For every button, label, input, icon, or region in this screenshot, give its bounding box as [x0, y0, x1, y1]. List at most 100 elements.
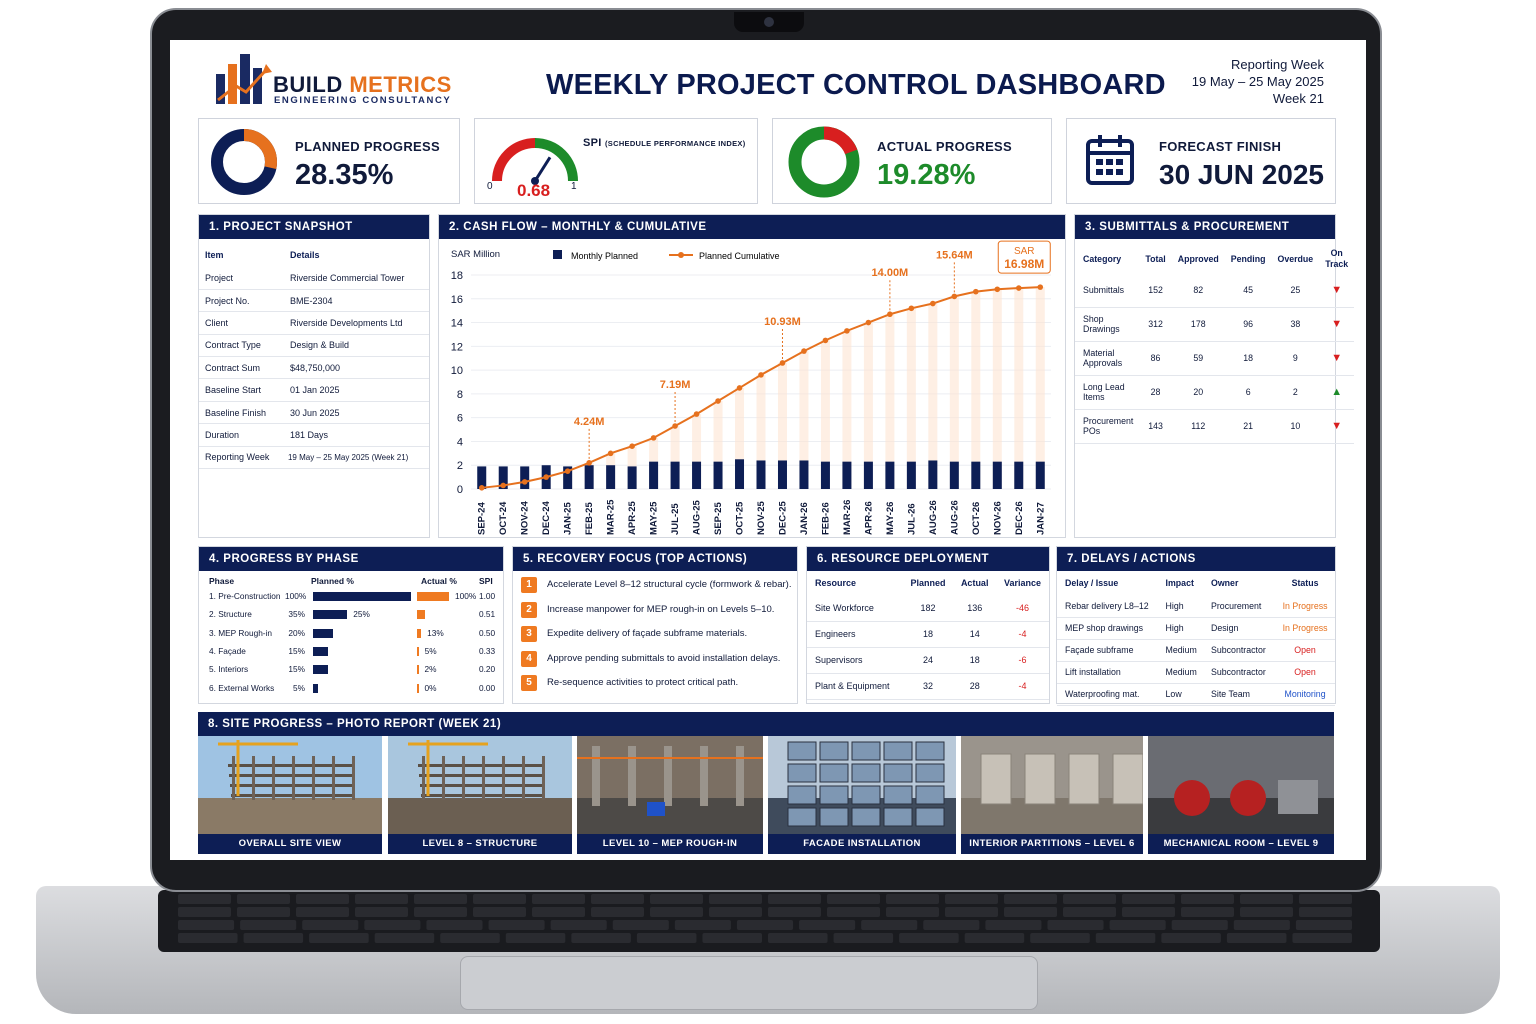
legend-monthly-swatch	[553, 250, 562, 259]
key[interactable]	[178, 907, 231, 917]
key[interactable]	[964, 933, 1025, 943]
key[interactable]	[355, 894, 408, 904]
key[interactable]	[591, 907, 644, 917]
key[interactable]	[650, 907, 703, 917]
key[interactable]	[1240, 894, 1293, 904]
kpi-planned-progress: PLANNED PROGRESS 28.35%	[198, 118, 460, 204]
key[interactable]	[1122, 894, 1175, 904]
key[interactable]	[364, 920, 421, 930]
key[interactable]	[414, 894, 467, 904]
key[interactable]	[532, 894, 585, 904]
key[interactable]	[768, 907, 821, 917]
key[interactable]	[886, 907, 939, 917]
key[interactable]	[985, 920, 1042, 930]
key[interactable]	[374, 933, 435, 943]
key[interactable]	[550, 920, 607, 930]
key[interactable]	[1299, 907, 1352, 917]
key[interactable]	[243, 933, 304, 943]
key[interactable]	[1161, 933, 1221, 943]
key[interactable]	[1030, 933, 1090, 943]
key[interactable]	[612, 920, 669, 930]
key[interactable]	[237, 907, 290, 917]
key[interactable]	[709, 907, 762, 917]
resource-name: Engineers	[807, 621, 903, 648]
key[interactable]	[1004, 894, 1057, 904]
key[interactable]	[674, 920, 731, 930]
key[interactable]	[768, 894, 821, 904]
key[interactable]	[532, 907, 585, 917]
key[interactable]	[473, 907, 526, 917]
key[interactable]	[505, 933, 566, 943]
resource-planned: 18	[902, 621, 954, 648]
key[interactable]	[426, 920, 483, 930]
key[interactable]	[1181, 907, 1234, 917]
site-photo[interactable]: INTERIOR PARTITIONS – LEVEL 6	[961, 736, 1143, 854]
key[interactable]	[799, 920, 856, 930]
key[interactable]	[1295, 920, 1352, 930]
key[interactable]	[1063, 894, 1116, 904]
key[interactable]	[440, 933, 500, 943]
cf-xtick: NOV-24	[520, 500, 531, 535]
key[interactable]	[296, 894, 349, 904]
key[interactable]	[237, 894, 290, 904]
key[interactable]	[1299, 894, 1352, 904]
key[interactable]	[1292, 933, 1352, 943]
key[interactable]	[827, 894, 880, 904]
key[interactable]	[414, 907, 467, 917]
key[interactable]	[945, 894, 998, 904]
key[interactable]	[178, 894, 231, 904]
phase-actual-bar	[417, 592, 449, 601]
key[interactable]	[650, 894, 703, 904]
key[interactable]	[1171, 920, 1228, 930]
site-photo-image	[1148, 736, 1334, 834]
key[interactable]	[1233, 920, 1290, 930]
site-photo[interactable]: LEVEL 10 – MEP ROUGH-IN	[577, 736, 763, 854]
resource-title: 6. RESOURCE DEPLOYMENT	[807, 547, 1049, 571]
key[interactable]	[473, 894, 526, 904]
site-photo[interactable]: LEVEL 8 – STRUCTURE	[388, 736, 572, 854]
site-photo[interactable]: MECHANICAL ROOM – LEVEL 9	[1148, 736, 1334, 854]
submittal-row: Long Lead Items 28 20 6 2 ▲	[1075, 375, 1355, 410]
key[interactable]	[945, 907, 998, 917]
delay-status: In Progress	[1275, 617, 1335, 640]
key[interactable]	[296, 907, 349, 917]
key[interactable]	[861, 920, 918, 930]
key[interactable]	[302, 920, 359, 930]
key[interactable]	[178, 933, 238, 943]
key[interactable]	[1122, 907, 1175, 917]
key[interactable]	[355, 907, 408, 917]
delay-col-issue: Delay / Issue	[1065, 578, 1119, 588]
snapshot-item: Client	[199, 311, 284, 335]
key[interactable]	[709, 894, 762, 904]
sub-category: Shop Drawings	[1075, 307, 1140, 342]
trackpad[interactable]	[460, 956, 1038, 1010]
key[interactable]	[886, 894, 939, 904]
key[interactable]	[488, 920, 545, 930]
key[interactable]	[178, 920, 235, 930]
key[interactable]	[571, 933, 631, 943]
key[interactable]	[736, 920, 794, 930]
key[interactable]	[636, 933, 697, 943]
key[interactable]	[702, 933, 762, 943]
key[interactable]	[1095, 933, 1156, 943]
delay-status: Open	[1275, 639, 1335, 662]
key[interactable]	[1109, 920, 1166, 930]
key[interactable]	[240, 920, 297, 930]
key[interactable]	[923, 920, 980, 930]
project-snapshot-panel: 1. PROJECT SNAPSHOT Item Details Project…	[198, 214, 430, 538]
key[interactable]	[1004, 907, 1057, 917]
key[interactable]	[1226, 933, 1287, 943]
site-photo[interactable]: FACADE INSTALLATION	[768, 736, 956, 854]
site-photo[interactable]: OVERALL SITE VIEW	[198, 736, 382, 854]
key[interactable]	[827, 907, 880, 917]
key[interactable]	[591, 894, 644, 904]
key[interactable]	[1063, 907, 1116, 917]
key[interactable]	[833, 933, 894, 943]
key[interactable]	[1047, 920, 1104, 930]
resource-name: Plant & Equipment	[807, 673, 903, 700]
key[interactable]	[768, 933, 828, 943]
key[interactable]	[899, 933, 959, 943]
key[interactable]	[1181, 894, 1234, 904]
key[interactable]	[309, 933, 369, 943]
key[interactable]	[1240, 907, 1293, 917]
